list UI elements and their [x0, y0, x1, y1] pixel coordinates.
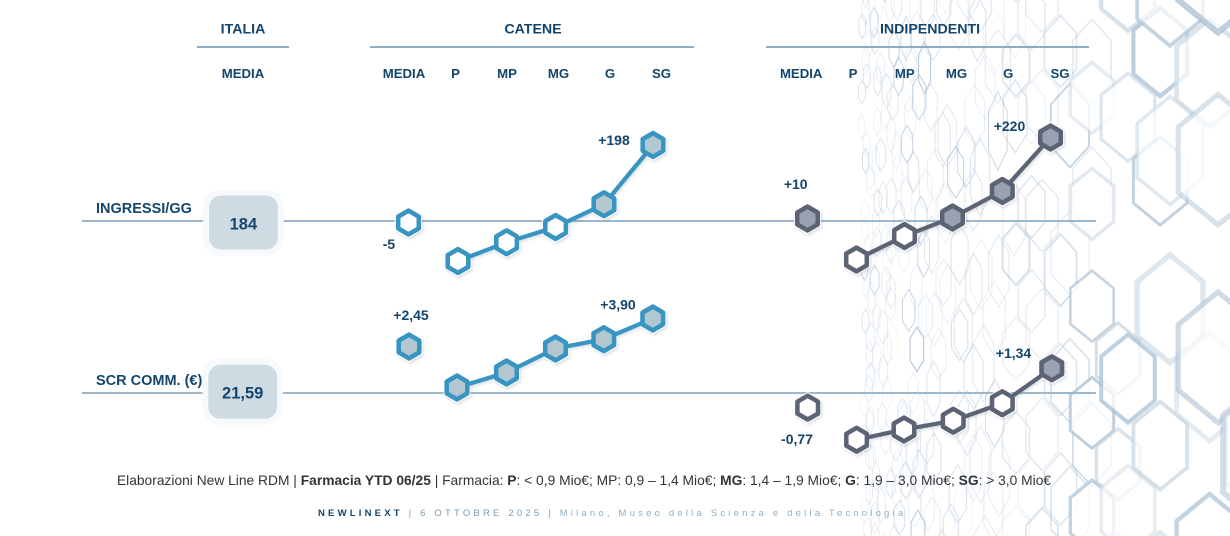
svg-text:SG: SG	[652, 66, 671, 81]
svg-text:MP: MP	[497, 66, 517, 81]
svg-text:NEWLINEXT | 6 OTTOBRE 2025 | M: NEWLINEXT | 6 OTTOBRE 2025 | Milano, Mus…	[318, 508, 906, 519]
svg-text:MEDIA: MEDIA	[780, 66, 823, 81]
svg-text:G: G	[605, 66, 615, 81]
svg-text:CATENE: CATENE	[504, 22, 561, 38]
svg-text:21,59: 21,59	[222, 385, 263, 403]
svg-text:MP: MP	[895, 66, 915, 81]
svg-text:Elaborazioni New Line RDM | Fa: Elaborazioni New Line RDM | Farmacia YTD…	[117, 473, 1051, 488]
svg-text:INDIPENDENTI: INDIPENDENTI	[880, 22, 980, 38]
svg-text:MEDIA: MEDIA	[222, 66, 265, 81]
svg-text:MEDIA: MEDIA	[383, 66, 426, 81]
svg-text:184: 184	[230, 215, 258, 233]
svg-text:ITALIA: ITALIA	[221, 22, 266, 38]
svg-text:INGRESSI/GG: INGRESSI/GG	[96, 201, 192, 217]
svg-text:MG: MG	[946, 66, 967, 81]
svg-text:-0,77: -0,77	[781, 431, 813, 447]
svg-text:+3,90: +3,90	[600, 297, 636, 313]
svg-text:+2,45: +2,45	[393, 307, 429, 323]
svg-text:+220: +220	[994, 118, 1026, 134]
svg-text:SCR COMM. (€): SCR COMM. (€)	[96, 373, 203, 389]
svg-text:+198: +198	[598, 132, 630, 148]
svg-text:G: G	[1003, 66, 1013, 81]
svg-text:P: P	[451, 66, 460, 81]
svg-text:+10: +10	[784, 176, 808, 192]
svg-text:SG: SG	[1050, 66, 1069, 81]
svg-text:-5: -5	[383, 236, 396, 252]
svg-text:P: P	[849, 66, 858, 81]
svg-text:+1,34: +1,34	[996, 345, 1032, 361]
svg-text:MG: MG	[548, 66, 569, 81]
